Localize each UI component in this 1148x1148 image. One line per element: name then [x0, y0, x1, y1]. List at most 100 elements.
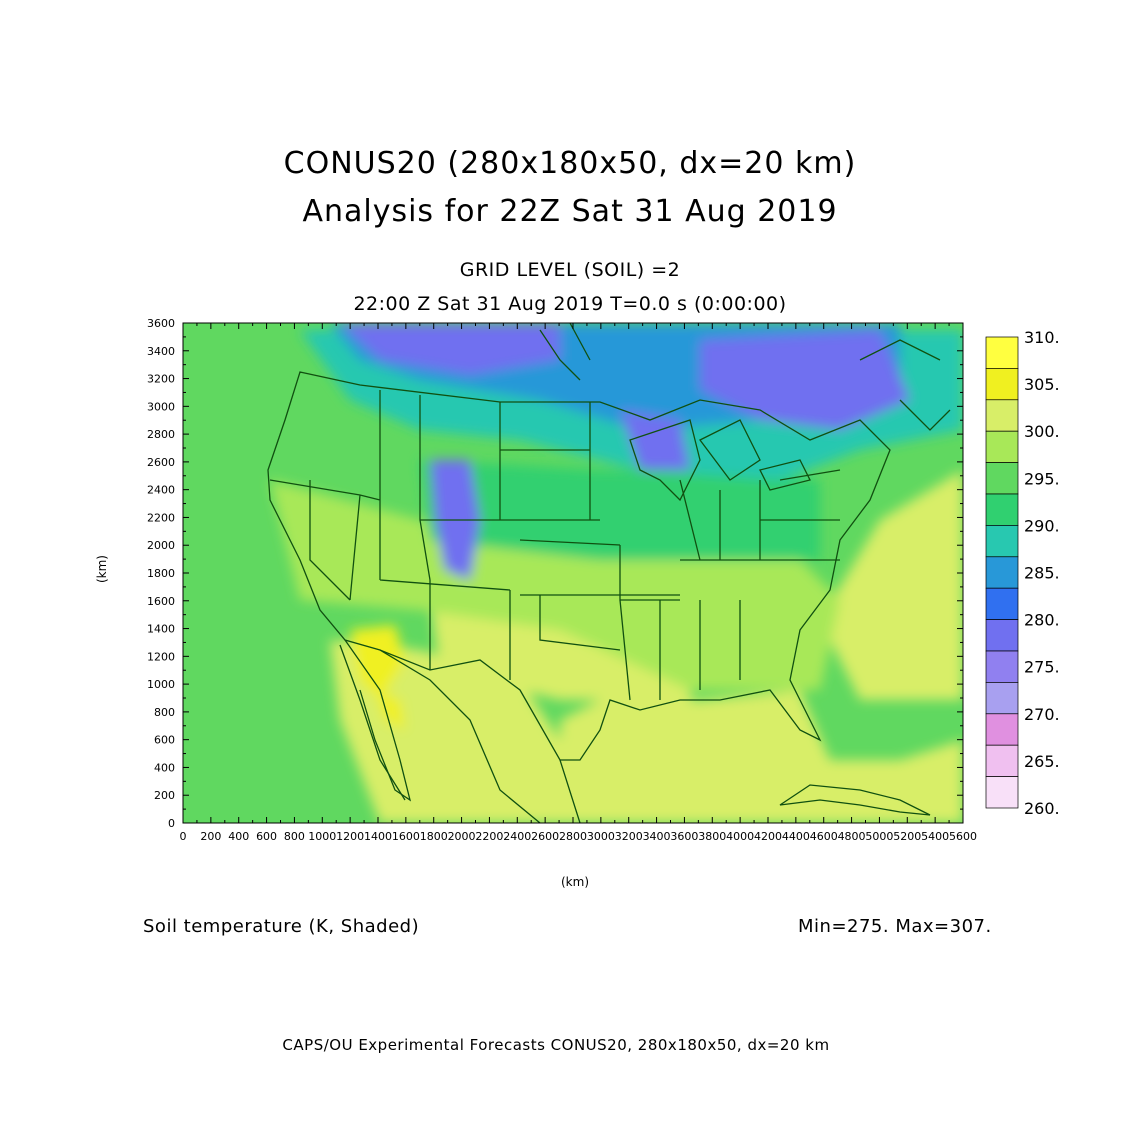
axis-tick-labels: 0 200 400 600 800 1000 1200 1400 1600 1800 2000 220…: [147, 317, 977, 843]
y-tick-label: 1800: [147, 567, 175, 580]
x-tick-label: 1400: [364, 830, 392, 843]
mexico-outline: [344, 639, 581, 823]
y-tick-label: 1000: [147, 678, 175, 691]
x-tick-label: 1800: [420, 830, 448, 843]
y-tick-label: 0: [168, 817, 175, 830]
colorbar-label: 270.: [1024, 705, 1060, 724]
colorbar-label: 305.: [1024, 375, 1060, 394]
colorbar-label: 260.: [1024, 799, 1060, 818]
x-tick-label: 200: [200, 830, 221, 843]
colorbar: 310. 305. 300. 295. 290. 285. 280. 275. 270. 265.…: [985, 328, 1060, 818]
x-tick-label: 600: [256, 830, 277, 843]
grid-level-label: GRID LEVEL (SOIL) =2: [459, 259, 681, 281]
interior-mid-region: [270, 480, 840, 690]
baja-outline: [339, 644, 406, 801]
gulf-warm-region: [560, 690, 963, 823]
colorbar-swatch: [985, 462, 1019, 495]
colorbar-swatch: [985, 430, 1019, 463]
colorbar-swatch: [985, 556, 1019, 589]
x-tick-label: 1000: [308, 830, 336, 843]
colorbar-label: 290.: [1024, 516, 1060, 535]
axis-ticks: [182, 322, 964, 824]
x-tick-label: 3400: [643, 830, 671, 843]
x-tick-label: 4000: [726, 830, 754, 843]
colorbar-swatch: [985, 336, 1019, 369]
atlantic-warm-region: [820, 470, 963, 700]
x-tick-label: 4600: [810, 830, 838, 843]
x-tick-label: 800: [284, 830, 305, 843]
x-tick-label: 3200: [615, 830, 643, 843]
x-tick-label: 5000: [865, 830, 893, 843]
y-tick-label: 3000: [147, 400, 175, 413]
us-outline: [267, 371, 891, 761]
x-tick-label: 4800: [838, 830, 866, 843]
colorbar-swatch: [985, 682, 1019, 715]
x-tick-label: 2200: [475, 830, 503, 843]
colorbar-swatch: [985, 776, 1019, 809]
colorbar-label: 280.: [1024, 611, 1060, 630]
state-lines: [269, 390, 841, 701]
x-tick-label: 1200: [336, 830, 364, 843]
y-tick-label: 1600: [147, 595, 175, 608]
x-tick-label: 2800: [559, 830, 587, 843]
x-tick-label: 5200: [893, 830, 921, 843]
y-tick-label: 800: [154, 706, 175, 719]
x-tick-label: 400: [228, 830, 249, 843]
great-lakes-cold-blue: [620, 410, 690, 470]
colorbar-swatch: [985, 744, 1019, 777]
y-tick-label: 2000: [147, 539, 175, 552]
colorbar-swatch: [985, 650, 1019, 683]
x-tick-label: 0: [180, 830, 187, 843]
y-tick-label: 3400: [147, 345, 175, 358]
colorbar-swatch: [985, 713, 1019, 746]
x-tick-label: 5400: [921, 830, 949, 843]
colorbar-label: 285.: [1024, 564, 1060, 583]
x-tick-label: 1600: [392, 830, 420, 843]
colorbar-label: 310.: [1024, 328, 1060, 347]
min-max-label: Min=275. Max=307.: [798, 916, 992, 937]
canada-cold-blue-1: [340, 323, 560, 375]
y-tick-label: 2200: [147, 511, 175, 524]
footer-credit: CAPS/OU Experimental Forecasts CONUS20, …: [282, 1036, 830, 1054]
y-tick-label: 1200: [147, 650, 175, 663]
y-tick-label: 2400: [147, 484, 175, 497]
field-label: Soil temperature (K, Shaded): [143, 916, 420, 937]
y-tick-label: 3600: [147, 317, 175, 330]
colorbar-label: 300.: [1024, 422, 1060, 441]
x-tick-label: 2400: [503, 830, 531, 843]
colorbar-swatch: [985, 399, 1019, 432]
canada-features: [539, 323, 951, 431]
cuba-outline: [779, 784, 931, 816]
colorbar-label: 295.: [1024, 469, 1060, 488]
y-tick-label: 1400: [147, 623, 175, 636]
great-lakes: [629, 419, 811, 502]
colorbar-swatch: [985, 493, 1019, 526]
x-tick-label: 2600: [531, 830, 559, 843]
x-tick-label: 3600: [670, 830, 698, 843]
temperature-field: [183, 323, 963, 823]
time-label: 22:00 Z Sat 31 Aug 2019 T=0.0 s (0:00:00…: [353, 293, 787, 315]
y-tick-label: 600: [154, 734, 175, 747]
colorbar-label: 265.: [1024, 752, 1060, 771]
colorbar-swatch: [985, 368, 1019, 401]
map-borders: [267, 323, 951, 823]
x-tick-label: 5600: [949, 830, 977, 843]
colorbar-swatch: [985, 619, 1019, 652]
y-tick-label: 200: [154, 789, 175, 802]
title-line-1: CONUS20 (280x180x50, dx=20 km): [283, 146, 857, 181]
title-line-2: Analysis for 22Z Sat 31 Aug 2019: [302, 194, 838, 229]
x-tick-label: 2000: [448, 830, 476, 843]
x-tick-label: 3000: [587, 830, 615, 843]
x-tick-label: 3800: [698, 830, 726, 843]
y-tick-label: 400: [154, 761, 175, 774]
desert-hot-spot: [350, 625, 405, 700]
y-tick-label: 2800: [147, 428, 175, 441]
colorbar-label: 275.: [1024, 658, 1060, 677]
canada-cold-blue-2: [700, 330, 910, 430]
x-tick-label: 4200: [754, 830, 782, 843]
y-tick-label: 2600: [147, 456, 175, 469]
y-axis-label: (km): [95, 554, 110, 584]
colorbar-swatch: [985, 525, 1019, 558]
colorbar-swatch: [985, 587, 1019, 620]
